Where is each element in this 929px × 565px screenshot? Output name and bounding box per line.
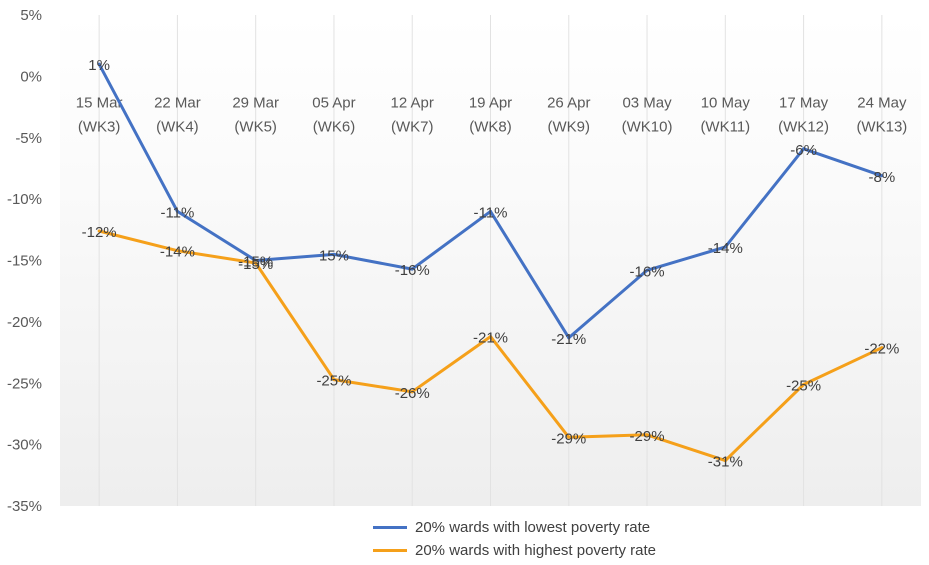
- x-tick-label-week: (WK7): [391, 118, 434, 135]
- y-tick-label: -25%: [7, 375, 42, 392]
- data-label: -22%: [864, 341, 899, 358]
- data-point: [489, 335, 492, 339]
- data-label: -31%: [708, 454, 743, 471]
- data-label: -11%: [474, 204, 508, 221]
- data-label: -14%: [708, 240, 743, 257]
- data-point: [489, 209, 492, 213]
- data-label: -16%: [395, 262, 430, 279]
- y-tick-label: -5%: [15, 130, 42, 147]
- x-tick-label-week: (WK11): [700, 118, 750, 135]
- data-point: [567, 336, 571, 340]
- legend-item-lowest: 20% wards with lowest poverty rate: [373, 516, 656, 539]
- data-label: -16%: [630, 263, 665, 280]
- y-tick-label: -15%: [7, 253, 42, 270]
- data-point: [175, 209, 179, 213]
- x-tick-label-week: (WK8): [469, 118, 512, 135]
- data-point: [97, 62, 101, 66]
- x-tick-label-date: 19 Apr: [469, 94, 512, 111]
- data-point: [332, 378, 336, 382]
- data-label: 15%: [319, 247, 349, 264]
- x-tick-label-week: (WK12): [778, 118, 829, 135]
- data-point: [880, 174, 884, 178]
- y-tick-label: 5%: [20, 7, 42, 24]
- x-tick-label-week: (WK5): [234, 118, 277, 135]
- data-point: [254, 259, 258, 262]
- y-tick-label: -30%: [7, 437, 42, 454]
- x-tick-label-date: 15 Mar: [76, 94, 123, 111]
- data-label: -25%: [316, 373, 351, 390]
- x-tick-label-date: 10 May: [701, 94, 751, 111]
- legend-label-highest: 20% wards with highest poverty rate: [415, 542, 656, 559]
- y-tick-label: 0%: [20, 68, 42, 85]
- data-point: [723, 245, 727, 249]
- x-tick-label-date: 29 Mar: [232, 94, 279, 111]
- x-tick-label-date: 05 Apr: [312, 94, 355, 111]
- y-tick-label: -20%: [7, 314, 42, 331]
- data-label: -26%: [395, 385, 430, 402]
- x-tick-label-date: 17 May: [779, 94, 829, 111]
- data-point: [802, 147, 806, 151]
- data-point: [254, 261, 258, 265]
- data-label: -21%: [473, 330, 508, 347]
- data-label: -15%: [238, 254, 273, 271]
- data-label: -29%: [551, 430, 586, 447]
- data-label: -11%: [160, 204, 194, 221]
- x-tick-label-week: (WK3): [78, 118, 121, 135]
- x-tick-label-week: (WK4): [156, 118, 199, 135]
- data-label: -29%: [630, 428, 665, 445]
- data-point: [802, 382, 806, 386]
- legend-item-highest: 20% wards with highest poverty rate: [373, 539, 656, 562]
- data-label: -6%: [790, 142, 817, 159]
- x-tick-label-date: 12 Apr: [391, 94, 434, 111]
- data-point: [332, 252, 336, 256]
- x-tick-label-week: (WK9): [548, 118, 591, 135]
- data-point: [645, 433, 649, 437]
- x-tick-label-date: 24 May: [857, 94, 907, 111]
- data-point: [410, 390, 414, 394]
- y-tick-label: -35%: [7, 498, 42, 515]
- data-point: [880, 346, 884, 350]
- data-point: [723, 459, 727, 463]
- x-tick-label-date: 03 May: [622, 94, 672, 111]
- legend: 20% wards with lowest poverty rate 20% w…: [373, 516, 656, 562]
- data-label: -21%: [551, 331, 586, 348]
- data-label: -8%: [869, 169, 896, 186]
- data-point: [410, 267, 414, 271]
- data-label: -15%: [238, 256, 273, 273]
- data-point: [645, 268, 649, 272]
- x-tick-label-date: 22 Mar: [154, 94, 201, 111]
- x-tick-label-week: (WK13): [856, 118, 907, 135]
- data-label: 1%: [88, 57, 110, 74]
- data-label: -12%: [82, 224, 117, 241]
- x-tick-label-week: (WK10): [622, 118, 673, 135]
- legend-swatch-highest: [373, 549, 407, 552]
- legend-label-lowest: 20% wards with lowest poverty rate: [415, 519, 651, 536]
- x-tick-label-date: 26 Apr: [547, 94, 590, 111]
- legend-swatch-lowest: [373, 526, 407, 529]
- data-label: -14%: [160, 244, 195, 261]
- data-label: -25%: [786, 377, 821, 394]
- x-tick-label-week: (WK6): [313, 118, 356, 135]
- data-point: [175, 249, 179, 253]
- data-point: [97, 229, 101, 233]
- y-tick-label: -10%: [7, 191, 42, 208]
- data-point: [567, 435, 571, 439]
